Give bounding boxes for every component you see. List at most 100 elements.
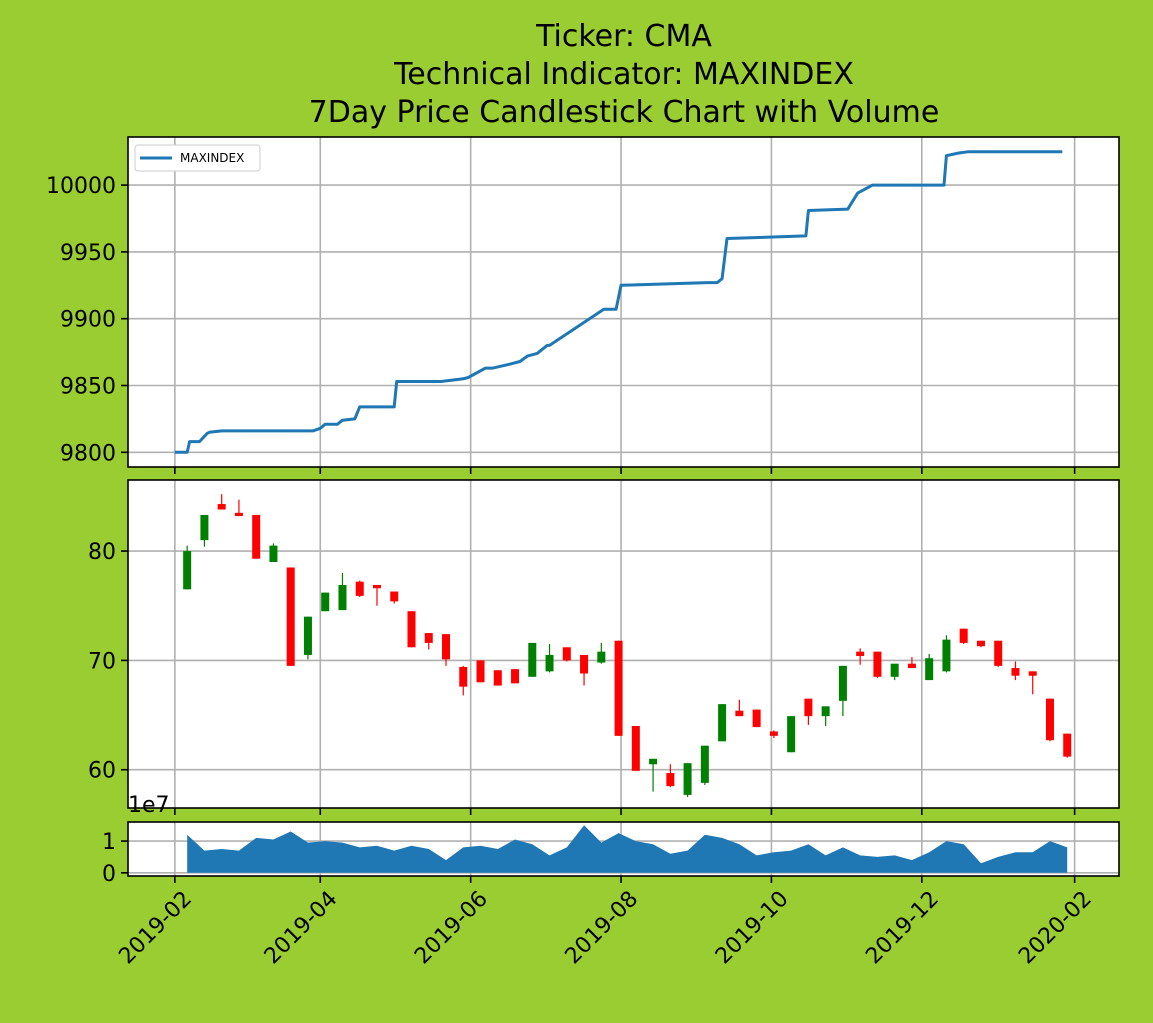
candle-body <box>649 758 658 765</box>
indicator-series <box>174 150 1063 454</box>
candle-body <box>787 716 796 753</box>
candle <box>1045 698 1054 742</box>
candle-body <box>303 616 312 655</box>
candle-body <box>821 706 830 717</box>
candle <box>442 634 451 666</box>
candle <box>303 616 312 660</box>
candle <box>649 758 658 792</box>
candle <box>666 764 675 788</box>
candle <box>355 580 364 597</box>
candle <box>459 665 468 696</box>
volume-area <box>187 825 1068 873</box>
volume-y-tick-label: 0 <box>102 862 116 887</box>
candle-body <box>562 647 571 661</box>
candle-body <box>856 651 865 657</box>
candle-body <box>838 665 847 701</box>
candle <box>683 763 692 798</box>
candle <box>787 716 796 753</box>
candle-body <box>252 514 261 559</box>
candle <box>959 628 968 644</box>
price-y-tick-label: 70 <box>88 649 116 674</box>
volume-frame <box>127 821 1120 877</box>
candle-body <box>234 512 243 517</box>
candle-body <box>390 591 399 602</box>
candle <box>890 663 899 681</box>
volume-y-tick-label: 1 <box>102 830 116 855</box>
candle <box>286 567 295 666</box>
indicator-grid <box>128 137 1119 467</box>
candle <box>234 499 243 517</box>
candle-body <box>442 634 451 660</box>
candle-body <box>200 514 209 541</box>
candle-body <box>994 640 1003 666</box>
legend-box <box>134 144 261 172</box>
candle-body <box>338 584 347 611</box>
candle <box>424 633 433 650</box>
indicator-y-tick-label: 10000 <box>46 174 116 199</box>
candle-body <box>666 773 675 787</box>
candle <box>942 635 951 673</box>
candle-body <box>1045 698 1054 741</box>
title-line-3: 7Day Price Candlestick Chart with Volume <box>309 95 940 130</box>
candle <box>217 494 226 510</box>
candle <box>511 669 520 684</box>
candle-body <box>752 709 761 728</box>
candle-body <box>925 658 934 681</box>
candle-body <box>459 666 468 687</box>
volume-y-ticks: 01 <box>102 830 128 887</box>
legend: MAXINDEX <box>134 144 261 172</box>
candle <box>338 572 347 611</box>
candle <box>735 699 744 717</box>
indicator-y-tick-label: 9800 <box>60 441 116 466</box>
candle <box>321 592 330 612</box>
price-panel: 60 70 80 <box>88 479 1120 815</box>
title-line-1: Ticker: CMA <box>535 19 712 54</box>
indicator-x-ticks <box>174 467 1076 474</box>
candle <box>252 514 261 559</box>
price-y-tick-label: 60 <box>88 759 116 784</box>
candle <box>269 543 278 562</box>
candle <box>597 642 606 664</box>
candle-body <box>1063 733 1072 757</box>
candle-body <box>769 731 778 736</box>
candle <box>493 670 502 686</box>
candle <box>183 545 192 590</box>
indicator-y-tick-label: 9950 <box>60 241 116 266</box>
candle <box>838 665 847 717</box>
chart-title: Ticker: CMA Technical Indicator: MAXINDE… <box>309 19 940 130</box>
candle <box>476 660 485 683</box>
candle <box>390 591 399 604</box>
candle-body <box>1028 671 1037 676</box>
candle <box>700 745 709 786</box>
candle-body <box>976 640 985 647</box>
candle <box>821 706 830 726</box>
candle-body <box>372 584 381 589</box>
legend-label: MAXINDEX <box>180 151 244 165</box>
candlestick-series <box>183 494 1072 798</box>
indicator-y-tick-label: 9850 <box>60 375 116 400</box>
candle <box>545 644 554 673</box>
maxindex-line <box>174 150 1063 454</box>
candle-body <box>700 745 709 783</box>
candle-body <box>580 654 589 674</box>
candle-body <box>493 670 502 686</box>
candle-body <box>614 640 623 736</box>
price-plot-area <box>128 480 1119 808</box>
candle <box>994 640 1003 667</box>
candle-body <box>735 710 744 717</box>
candle-body <box>476 660 485 683</box>
candle-body <box>631 726 640 771</box>
candle <box>1028 671 1037 695</box>
candle <box>580 654 589 686</box>
indicator-y-ticks: 9800 9850 9900 9950 10000 <box>46 174 128 466</box>
candle-body <box>718 704 727 742</box>
candle-body <box>528 642 537 677</box>
volume-offset-label: 1e7 <box>128 793 170 818</box>
candle <box>752 709 761 728</box>
indicator-frame <box>127 136 1120 468</box>
candle-body <box>355 581 364 596</box>
candle-body <box>545 654 554 672</box>
candle-body <box>804 698 813 717</box>
